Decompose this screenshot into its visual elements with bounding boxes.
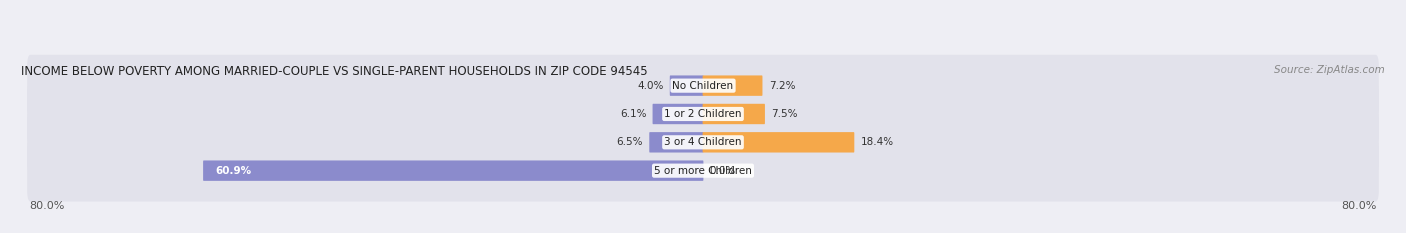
Text: Source: ZipAtlas.com: Source: ZipAtlas.com bbox=[1274, 65, 1385, 75]
Text: 60.9%: 60.9% bbox=[217, 166, 252, 176]
FancyBboxPatch shape bbox=[652, 104, 703, 124]
Text: 18.4%: 18.4% bbox=[860, 137, 894, 147]
FancyBboxPatch shape bbox=[703, 132, 855, 153]
FancyBboxPatch shape bbox=[669, 75, 703, 96]
FancyBboxPatch shape bbox=[27, 55, 1379, 116]
Text: 6.1%: 6.1% bbox=[620, 109, 647, 119]
FancyBboxPatch shape bbox=[27, 83, 1379, 145]
Text: 6.5%: 6.5% bbox=[617, 137, 643, 147]
FancyBboxPatch shape bbox=[202, 161, 703, 181]
Text: 1 or 2 Children: 1 or 2 Children bbox=[664, 109, 742, 119]
Text: 0.0%: 0.0% bbox=[710, 166, 735, 176]
Text: 3 or 4 Children: 3 or 4 Children bbox=[664, 137, 742, 147]
Text: 7.2%: 7.2% bbox=[769, 81, 796, 91]
FancyBboxPatch shape bbox=[27, 140, 1379, 202]
FancyBboxPatch shape bbox=[703, 104, 765, 124]
Text: 7.5%: 7.5% bbox=[770, 109, 797, 119]
Text: 4.0%: 4.0% bbox=[637, 81, 664, 91]
FancyBboxPatch shape bbox=[650, 132, 703, 153]
FancyBboxPatch shape bbox=[27, 111, 1379, 173]
Text: INCOME BELOW POVERTY AMONG MARRIED-COUPLE VS SINGLE-PARENT HOUSEHOLDS IN ZIP COD: INCOME BELOW POVERTY AMONG MARRIED-COUPL… bbox=[21, 65, 648, 78]
Legend: Married Couples, Single Parents: Married Couples, Single Parents bbox=[593, 232, 813, 233]
Text: No Children: No Children bbox=[672, 81, 734, 91]
FancyBboxPatch shape bbox=[703, 75, 762, 96]
Text: 5 or more Children: 5 or more Children bbox=[654, 166, 752, 176]
